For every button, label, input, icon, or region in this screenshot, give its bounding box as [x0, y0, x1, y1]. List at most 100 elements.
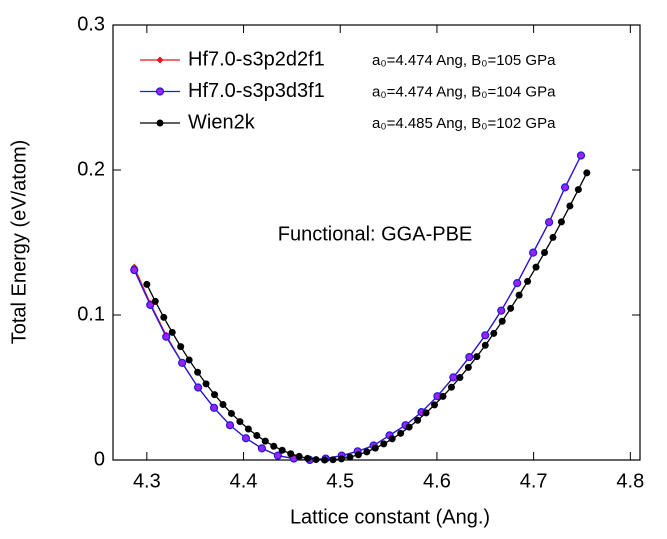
series	[130, 151, 586, 465]
x-tick-label: 4.4	[230, 470, 258, 492]
marker	[257, 444, 267, 453]
marker	[130, 265, 139, 275]
marker	[497, 306, 506, 315]
marker	[490, 329, 498, 337]
marker	[363, 448, 371, 456]
marker	[177, 343, 185, 351]
marker	[253, 431, 261, 439]
y-tick-label: 0	[94, 448, 105, 470]
y-tick-label: 0.1	[77, 303, 105, 325]
legend-label: Hf7.0-s3p3d3f1	[188, 80, 325, 102]
x-tick-label: 4.6	[423, 470, 451, 492]
series	[143, 169, 591, 464]
marker	[405, 423, 413, 431]
marker	[273, 451, 282, 460]
marker	[168, 328, 176, 336]
series	[130, 152, 585, 464]
marker	[447, 383, 455, 391]
marker	[295, 452, 303, 460]
marker	[566, 202, 574, 210]
marker	[178, 358, 187, 367]
annotation: Functional: GGA-PBE	[278, 223, 473, 245]
marker	[524, 277, 532, 285]
marker	[397, 429, 405, 437]
marker	[219, 400, 227, 408]
marker	[576, 151, 586, 160]
marker	[225, 421, 235, 430]
legend-marker	[155, 87, 165, 96]
marker	[202, 380, 210, 388]
marker	[583, 169, 591, 177]
marker	[574, 186, 582, 194]
marker	[143, 280, 151, 288]
marker	[465, 352, 474, 362]
legend-label: Wien2k	[188, 111, 256, 133]
marker	[414, 416, 422, 424]
marker	[211, 391, 219, 399]
marker	[160, 313, 168, 321]
series-line	[146, 172, 588, 461]
marker	[507, 304, 515, 312]
legend-marker	[156, 56, 164, 64]
marker	[422, 409, 430, 417]
marker	[193, 383, 203, 392]
marker	[545, 218, 554, 227]
marker	[557, 218, 565, 226]
legend-note: a₀=4.474 Ang, B₀=104 GPa	[372, 83, 556, 100]
marker	[304, 454, 312, 462]
legend-marker	[156, 119, 164, 127]
marker	[541, 249, 549, 257]
marker	[346, 453, 354, 461]
y-tick-label: 0.3	[77, 13, 105, 35]
marker	[532, 263, 540, 271]
marker	[498, 317, 506, 325]
marker	[456, 373, 464, 381]
marker	[515, 291, 523, 299]
marker	[481, 331, 490, 340]
marker	[194, 368, 202, 376]
marker	[371, 444, 379, 452]
marker	[337, 455, 345, 463]
legend-note: a₀=4.485 Ang, B₀=102 GPa	[372, 115, 556, 132]
marker	[278, 446, 286, 454]
marker	[513, 279, 522, 288]
marker	[431, 401, 439, 409]
marker	[162, 332, 171, 341]
marker	[439, 392, 447, 400]
marker	[241, 434, 251, 443]
marker	[481, 341, 489, 349]
marker	[329, 456, 337, 464]
marker	[244, 425, 252, 433]
marker	[388, 435, 396, 443]
x-tick-label: 4.8	[616, 470, 644, 492]
marker	[146, 300, 155, 309]
marker	[529, 248, 538, 257]
x-axis-label: Lattice constant (Ang.)	[290, 506, 490, 528]
marker	[449, 373, 458, 382]
marker	[270, 442, 278, 450]
marker	[380, 440, 388, 448]
plot-frame	[112, 24, 641, 461]
marker	[287, 450, 295, 458]
marker	[560, 183, 570, 192]
marker	[464, 363, 472, 371]
y-axis-label: Total Energy (eV/atom)	[8, 140, 30, 345]
marker	[151, 297, 159, 305]
marker	[321, 456, 329, 464]
legend-label: Hf7.0-s3p2d2f1	[188, 48, 325, 70]
marker	[185, 356, 193, 364]
marker	[261, 437, 269, 445]
x-tick-label: 4.7	[520, 470, 548, 492]
marker	[227, 409, 235, 417]
marker	[549, 233, 557, 241]
marker	[209, 403, 219, 412]
y-tick-label: 0.2	[77, 158, 105, 180]
x-tick-label: 4.5	[326, 470, 354, 492]
marker	[312, 456, 320, 464]
marker	[354, 451, 362, 459]
marker	[473, 353, 481, 361]
x-tick-label: 4.3	[133, 470, 161, 492]
marker	[236, 418, 244, 426]
legend-note: a₀=4.474 Ang, B₀=105 GPa	[372, 52, 556, 69]
